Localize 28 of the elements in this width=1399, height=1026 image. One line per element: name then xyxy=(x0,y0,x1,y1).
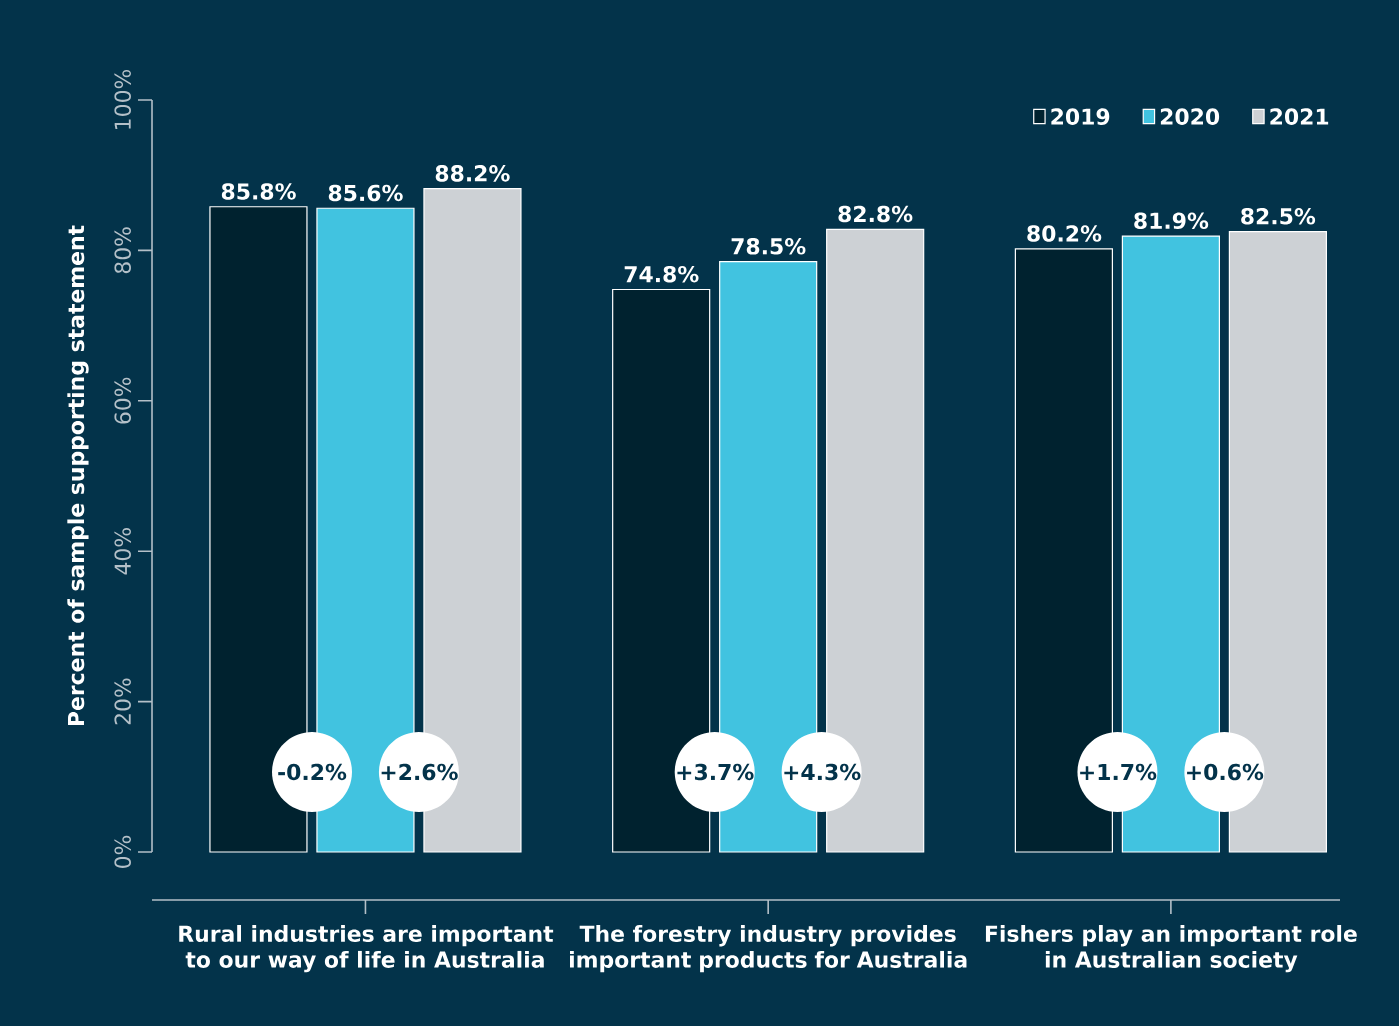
data-label: 78.5% xyxy=(731,238,806,255)
data-label: 88.2% xyxy=(435,165,510,182)
x-tick-label: Rural industries are important to our way of life in Australia xyxy=(179,925,554,973)
annotation: +2.6% xyxy=(381,763,458,781)
annotation: +4.3% xyxy=(784,763,861,781)
data-label: 85.8% xyxy=(221,183,296,200)
data-label: 80.2% xyxy=(1027,225,1102,242)
y-tick-label: 0% xyxy=(114,835,131,868)
y-tick-label: 20% xyxy=(114,678,131,725)
data-label: 82.5% xyxy=(1241,207,1316,225)
x-tick-label: The forestry industry provides important products for Australia xyxy=(570,925,967,973)
annotation: +1.7% xyxy=(1080,763,1157,781)
x-tick-label: Fishers play an important role in Australian society xyxy=(985,925,1357,973)
legend-label: 2020 xyxy=(1160,108,1220,125)
y-tick-label: 40% xyxy=(114,528,131,575)
y-tick-label: 100% xyxy=(114,69,131,129)
legend-label: 2019 xyxy=(1051,108,1110,125)
annotation: +3.7% xyxy=(677,763,754,781)
data-label: 85.6% xyxy=(328,184,403,202)
y-tick-label: 60% xyxy=(114,377,131,424)
legend-label: 2021 xyxy=(1270,108,1329,125)
data-label: 74.8% xyxy=(624,265,699,283)
y-tick-label: 80% xyxy=(114,227,131,274)
data-label: 81.9% xyxy=(1134,212,1209,230)
annotation: +0.6% xyxy=(1187,763,1264,781)
annotation: -0.2% xyxy=(278,763,347,781)
data-label: 82.8% xyxy=(838,205,913,223)
y-axis-title: Percent of sample supporting statement xyxy=(67,225,89,726)
